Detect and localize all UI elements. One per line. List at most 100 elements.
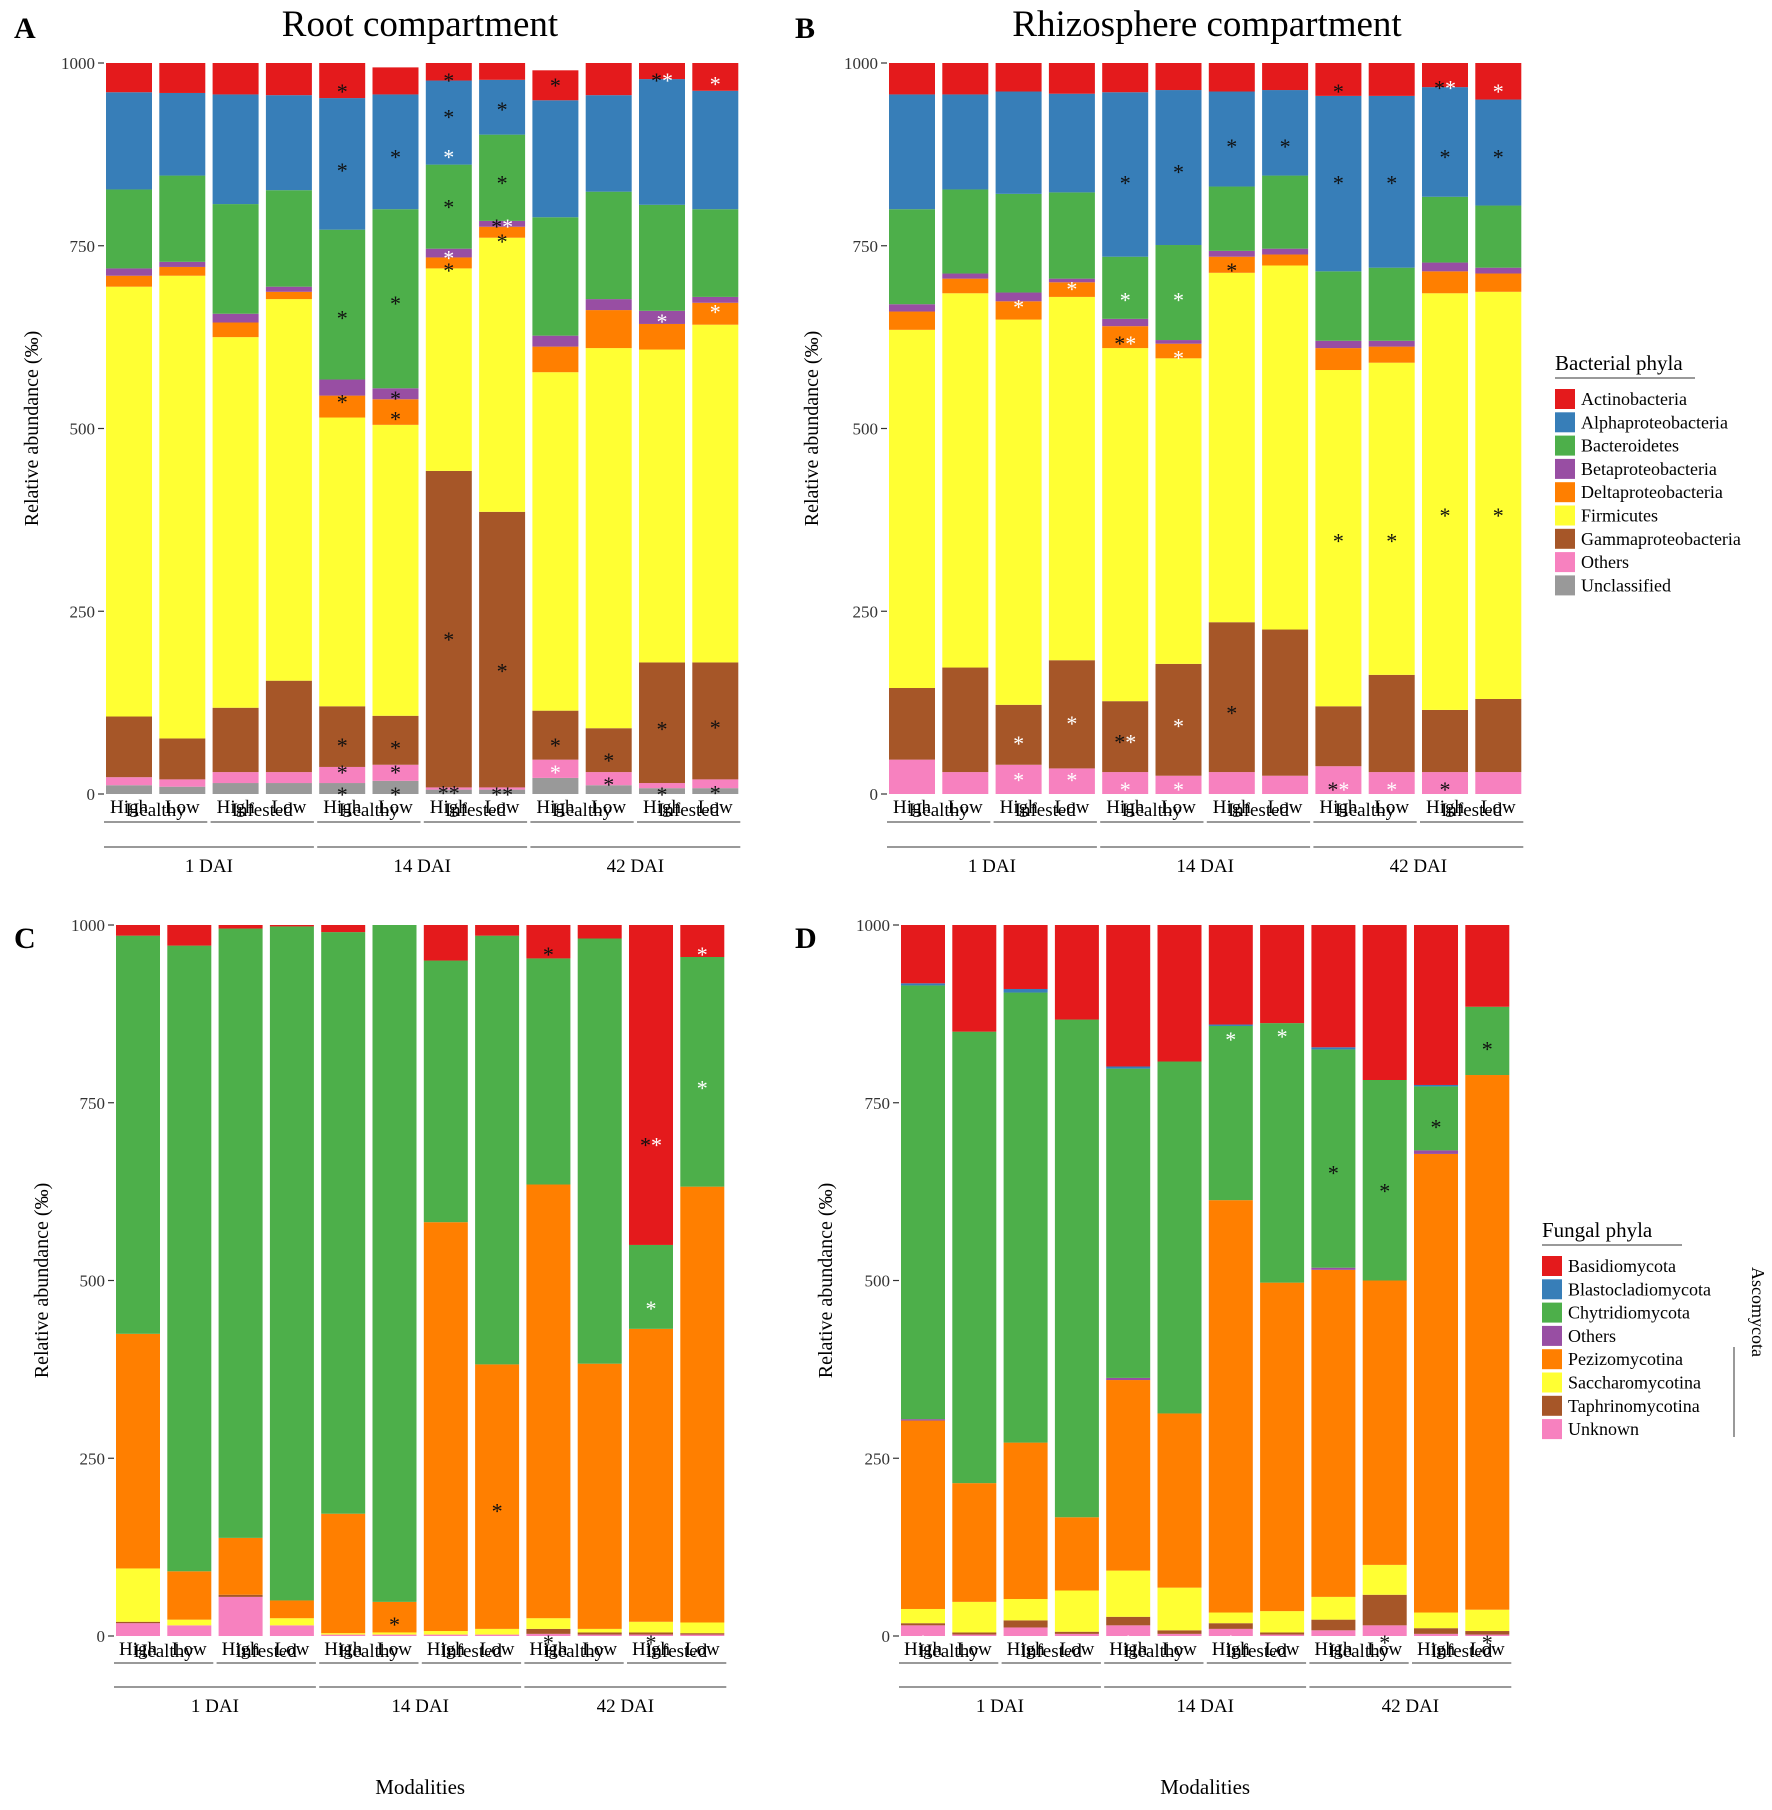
significance-star: * (337, 782, 348, 807)
significance-star: * (1066, 711, 1077, 736)
legend-label: Saccharomycotina (1568, 1373, 1701, 1393)
significance-star: * (697, 942, 708, 967)
legend-swatch (1555, 528, 1575, 549)
bar-segment-others (372, 764, 419, 781)
significance-star: * (443, 145, 454, 170)
bar-segment-basidiomycota (321, 925, 366, 933)
bar-segment-pezizomycotina (218, 1537, 263, 1595)
significance-star: * (710, 300, 721, 325)
bar-segment-basidiomycota (1311, 925, 1356, 1048)
bar-segment-unclassified (425, 789, 472, 794)
significance-star: * (646, 1296, 657, 1321)
legend-swatch (1555, 435, 1575, 456)
bar-segment-betaproteobacteria (1368, 340, 1415, 347)
significance-star: * (1440, 503, 1451, 528)
significance-star: * (1013, 768, 1024, 793)
bar-segment-others (1475, 772, 1522, 794)
bar-segment-taphrinomycotina (1362, 1594, 1407, 1626)
significance-star: * (390, 406, 401, 431)
bar-segment-alphaproteobacteria (1102, 92, 1149, 257)
bar-segment-actinobacteria (1155, 63, 1202, 91)
y-tick-label: 250 (865, 1449, 891, 1468)
condition-label: Infested (445, 800, 507, 821)
bar-segment-others (585, 772, 632, 786)
bar-segment-betaproteobacteria (995, 292, 1042, 302)
bar-segment-alphaproteobacteria (106, 92, 152, 190)
legend-bacterial: Bacterial phyla Actinobacteria Alphaproteo… (1555, 351, 1741, 596)
x-tick-label: Low (1367, 1639, 1402, 1660)
y-tick-label: 500 (70, 420, 96, 439)
significance-star: * (603, 748, 614, 773)
x-tick-label: High (427, 1639, 466, 1660)
x-tick-label: High (1106, 797, 1145, 818)
bar-segment-firmicutes (585, 348, 632, 729)
bar-segment-unknown (116, 1623, 160, 1636)
bar-segment-firmicutes (319, 417, 366, 707)
significance-star: * (443, 246, 454, 271)
condition-label: Infested (236, 1641, 298, 1662)
bar-segment-basidiomycota (952, 925, 997, 1032)
bar-segment-chytridiomycota (167, 945, 212, 1572)
legend-swatch (1542, 1349, 1562, 1370)
bar-segment-others (1262, 775, 1309, 794)
x-tick-label: Low (948, 797, 983, 818)
bar-segment-firmicutes (212, 337, 259, 708)
significance-star: * (603, 772, 614, 797)
bar-segment-actinobacteria (372, 67, 419, 95)
bar-segment-actinobacteria (265, 63, 312, 96)
bar-segment-actinobacteria (532, 70, 579, 101)
bar-segment-deltaproteobacteria (159, 266, 206, 276)
bar-segment-unclassified (692, 788, 739, 794)
condition-label: Healthy (134, 1641, 195, 1662)
bar-segment-chytridiomycota (680, 956, 725, 1187)
bar-segment-pezizomycotina (321, 1513, 366, 1634)
significance-star: * (443, 68, 454, 93)
panel-a: A Root compartment Relative abundance (‰) 0… (14, 4, 741, 877)
legend-swatch (1542, 1419, 1562, 1440)
bar-segment-bacteroidetes (106, 189, 152, 269)
bar-segment-bacteroidetes (889, 209, 935, 305)
legend-label: Taphrinomycotina (1568, 1396, 1700, 1416)
bar-segment-betaproteobacteria (692, 296, 739, 303)
bar-segment-betaproteobacteria (159, 261, 206, 267)
bar-segment-gammaproteobacteria (995, 704, 1042, 765)
bar-segment-actinobacteria (106, 63, 152, 93)
bar-segment-unknown (526, 1633, 571, 1636)
bar-segment-taphrinomycotina (1465, 1631, 1510, 1635)
bar-segment-alphaproteobacteria (942, 94, 989, 190)
x-tick-label: High (217, 797, 256, 818)
bar-segment-saccharomycotina (1465, 1609, 1510, 1632)
bar-segment-alphaproteobacteria (692, 90, 739, 210)
bar-segment-pezizomycotina (901, 1420, 945, 1609)
bar-segment-unknown (321, 1634, 366, 1636)
significance-star: * (1173, 287, 1184, 312)
bar-segment-taphrinomycotina (116, 1621, 160, 1624)
bar-segment-betaproteobacteria (639, 310, 685, 324)
significance-star: * (337, 390, 348, 415)
y-tick-label: 750 (80, 1094, 106, 1113)
x-tick-label: High (1426, 797, 1465, 818)
bar-segment-taphrinomycotina (680, 1633, 725, 1635)
bar-segment-taphrinomycotina (526, 1628, 571, 1634)
y-axis-label: Relative abundance (‰) (31, 1183, 53, 1378)
x-tick-label: High (1314, 1639, 1353, 1660)
bar-segment-taphrinomycotina (1106, 1616, 1151, 1626)
bar-segment-chytridiomycota (577, 938, 622, 1364)
bar-segment-betaproteobacteria (889, 304, 935, 312)
y-tick-label: 500 (80, 1272, 106, 1291)
significance-star: * (918, 1630, 929, 1655)
bar-segment-basidiomycota (423, 925, 468, 961)
significance-star: * (543, 942, 554, 967)
significance-star: * (1280, 134, 1291, 159)
bar-segment-basidiomycota (526, 925, 571, 959)
significance-star: * (390, 782, 401, 807)
bar-segment-unknown (577, 1634, 622, 1636)
bar-segment-unclassified (159, 786, 206, 794)
legend-swatch (1555, 458, 1575, 479)
significance-star: * (1431, 1115, 1442, 1140)
y-tick-label: 250 (853, 602, 879, 621)
significance-star: * (1277, 1024, 1288, 1049)
bar-segment-actinobacteria (425, 63, 472, 81)
significance-star: * (1482, 1036, 1493, 1061)
bar-segment-actinobacteria (1422, 63, 1468, 88)
